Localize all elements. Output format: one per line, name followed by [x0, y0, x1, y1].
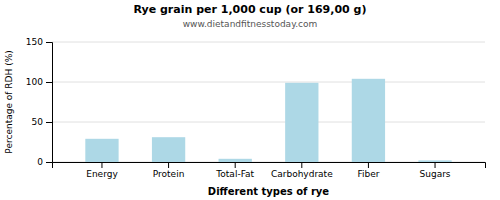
x-tick-mark: [435, 162, 436, 168]
x-tick-label: Total-Fat: [215, 169, 254, 179]
y-tick: 0: [37, 157, 52, 167]
x-tick: Carbohydrate: [271, 162, 333, 179]
x-tick-mark: [168, 162, 169, 168]
x-tick-label: Carbohydrate: [271, 169, 333, 179]
x-axis-title: Different types of rye: [208, 186, 330, 197]
y-tick-mark: [46, 82, 52, 83]
y-tick-label: 100: [26, 77, 43, 87]
y-axis: 0 50 100 150: [26, 37, 53, 167]
x-tick: Total-Fat: [215, 162, 254, 179]
title: Rye grain per 1,000 cup (or 169,00 g): [134, 3, 367, 16]
y-tick: 100: [26, 77, 52, 87]
bar: [285, 83, 318, 162]
x-tick-label: Protein: [153, 169, 185, 179]
x-tick: Energy: [86, 162, 118, 179]
y-axis-title: Percentage of RDH (%): [4, 50, 14, 153]
y-tick-label: 150: [26, 37, 43, 47]
x-tick-mark: [101, 162, 102, 168]
chart-svg: Rye grain per 1,000 cup (or 169,00 g) www…: [0, 0, 500, 200]
y-tick-mark: [46, 122, 52, 123]
y-tick-mark: [46, 162, 52, 163]
grid-line: [52, 42, 485, 43]
y-tick-label: 50: [32, 117, 44, 127]
x-tick-label: Sugars: [420, 169, 451, 179]
bar: [85, 139, 118, 162]
y-tick: 50: [32, 117, 52, 127]
grid-line: [52, 82, 485, 83]
x-tick: Fiber: [357, 162, 379, 179]
grid-line: [52, 122, 485, 123]
bar: [352, 79, 385, 162]
grid: [52, 42, 485, 162]
bars: [85, 79, 451, 162]
subtitle: www.dietandfitnesstoday.com: [183, 19, 318, 29]
x-tick-mark: [368, 162, 369, 168]
bar: [152, 137, 185, 162]
y-tick: 150: [26, 37, 52, 47]
x-tick-mark: [301, 162, 302, 168]
x-tick-label: Energy: [86, 169, 118, 179]
y-axis-line: [46, 43, 53, 163]
x-tick-mark: [235, 162, 236, 168]
bar: [418, 160, 451, 162]
x-tick-label: Fiber: [357, 169, 379, 179]
y-tick-mark: [46, 42, 52, 43]
x-axis: Energy Protein Total-Fat Carbohydrate Fiber S…: [53, 162, 486, 179]
y-tick-label: 0: [37, 157, 43, 167]
x-tick: Protein: [153, 162, 185, 179]
x-tick: Sugars: [420, 162, 451, 179]
plot-area: Energy Protein Total-Fat Carbohydrate Fiber S…: [26, 37, 486, 179]
bar: [219, 159, 252, 162]
x-axis-line: [53, 163, 486, 169]
